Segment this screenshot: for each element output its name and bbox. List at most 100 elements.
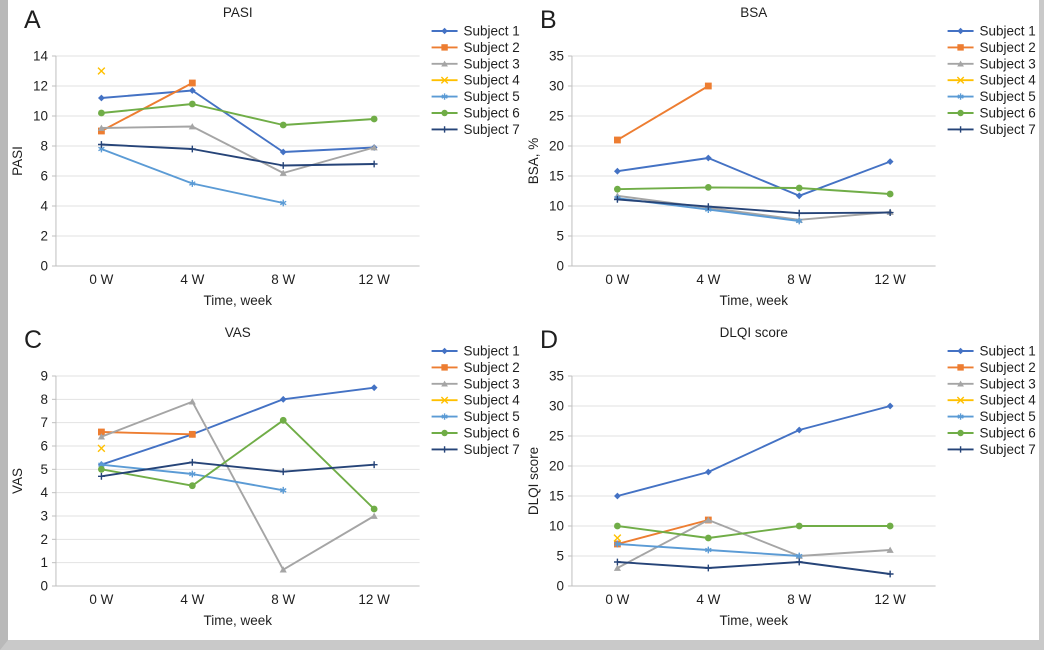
legend-item: Subject 1 — [947, 23, 1035, 39]
y-tick-label: 5 — [556, 548, 563, 563]
gridlines — [51, 55, 420, 267]
series-line — [616, 157, 890, 197]
x-axis-title: Time, week — [719, 293, 788, 308]
circle-marker — [441, 429, 448, 437]
square-marker — [704, 82, 712, 90]
legend-label: Subject 4 — [464, 393, 521, 408]
y-tick-label: 4 — [40, 485, 48, 500]
series-subject-7 — [98, 458, 378, 480]
y-tick-label: 25 — [548, 108, 563, 123]
square-marker — [98, 428, 105, 436]
legend-item: Subject 5 — [947, 409, 1035, 424]
y-tick-label: 30 — [548, 398, 563, 413]
series-line — [616, 519, 890, 569]
series-subject-3 — [613, 516, 894, 571]
y-tick-label: 0 — [40, 258, 47, 273]
x-tick-label: 12 W — [874, 592, 906, 607]
triangle-marker — [279, 566, 287, 573]
y-tick-label: 7 — [40, 415, 47, 430]
gridlines — [567, 55, 936, 267]
circle-marker — [613, 522, 621, 530]
asterisk-marker — [279, 199, 287, 207]
series-subject-1 — [98, 384, 378, 469]
y-tick-label: 10 — [548, 518, 563, 533]
asterisk-marker — [441, 93, 448, 100]
diamond-marker — [613, 492, 621, 500]
series-line — [101, 89, 375, 153]
chart-svg-b: B BSA 0 5 10 15 20 25 30 35 0 W 4 W 8 W 12 W Time, wee… — [525, 5, 1035, 308]
legend-label: Subject 6 — [979, 425, 1035, 440]
legend-label: Subject 3 — [464, 56, 520, 71]
asterisk-marker — [613, 540, 621, 548]
series-line — [616, 405, 890, 497]
legend-item: Subject 3 — [947, 376, 1035, 391]
legend-label: Subject 4 — [979, 393, 1036, 408]
triangle-marker — [956, 60, 964, 67]
square-marker — [188, 430, 196, 438]
legend-item: Subject 5 — [947, 89, 1035, 104]
circle-marker — [279, 416, 287, 424]
panel-label: D — [539, 326, 557, 354]
triangle-marker — [704, 516, 712, 523]
series-line — [101, 143, 375, 167]
legend-label: Subject 5 — [979, 89, 1035, 104]
legend-label: Subject 2 — [464, 40, 520, 55]
series-line — [616, 186, 890, 195]
triangle-marker — [370, 512, 378, 519]
circle-marker — [704, 534, 712, 542]
x-axis-title: Time, week — [204, 293, 273, 308]
legend-item: Subject 1 — [947, 343, 1035, 359]
y-tick-label: 30 — [548, 78, 563, 93]
legend-item: Subject 1 — [431, 343, 520, 359]
series-subject-7 — [613, 558, 894, 578]
x-marker — [97, 67, 106, 75]
series-subject-7 — [613, 196, 894, 217]
triangle-marker — [188, 123, 196, 130]
y-axis-title: DLQI score — [525, 447, 540, 515]
circle-marker — [279, 121, 287, 129]
asterisk-marker — [189, 470, 196, 478]
triangle-marker — [441, 60, 448, 67]
x-marker — [956, 396, 964, 404]
series-line — [616, 525, 890, 539]
circle-marker — [886, 190, 894, 198]
legend-label: Subject 3 — [979, 376, 1035, 391]
chart-title: BSA — [740, 5, 767, 20]
y-tick-label: 0 — [40, 578, 47, 593]
y-tick-label: 5 — [40, 462, 47, 477]
diamond-marker — [704, 468, 712, 476]
plus-marker — [956, 446, 964, 453]
plus-marker — [613, 196, 621, 203]
plus-marker — [279, 468, 287, 476]
diamond-marker — [704, 154, 712, 162]
y-tick-label: 9 — [40, 368, 47, 383]
x-tick-label: 0 W — [89, 592, 113, 607]
y-tick-label: 15 — [548, 488, 563, 503]
legend-label: Subject 1 — [979, 343, 1035, 358]
x-marker — [956, 76, 964, 84]
y-tick-label: 6 — [40, 168, 47, 183]
x-tick-label: 4 W — [696, 272, 720, 287]
circle-marker — [613, 185, 621, 193]
circle-marker — [188, 482, 196, 490]
plus-marker — [188, 458, 196, 466]
chart-svg-d: D DLQI score 0 5 10 15 20 25 30 35 0 W 4 W 8 W 12 W Ti… — [525, 325, 1036, 628]
series-subject-2 — [98, 428, 196, 438]
legend-label: Subject 2 — [464, 360, 520, 375]
plus-marker — [98, 472, 105, 480]
plus-marker — [886, 570, 894, 578]
triangle-marker — [956, 380, 964, 387]
diamond-marker — [188, 87, 196, 94]
square-marker — [613, 136, 621, 144]
triangle-marker — [613, 564, 621, 571]
diamond-marker — [441, 347, 448, 355]
y-tick-label: 3 — [40, 508, 47, 523]
triangle-marker — [886, 546, 894, 553]
plus-marker — [441, 446, 448, 453]
diamond-marker — [795, 192, 803, 200]
legend-item: Subject 3 — [431, 56, 520, 71]
y-tick-label: 10 — [548, 198, 563, 213]
legend-item: Subject 4 — [947, 393, 1036, 408]
chart-title: PASI — [223, 5, 253, 20]
